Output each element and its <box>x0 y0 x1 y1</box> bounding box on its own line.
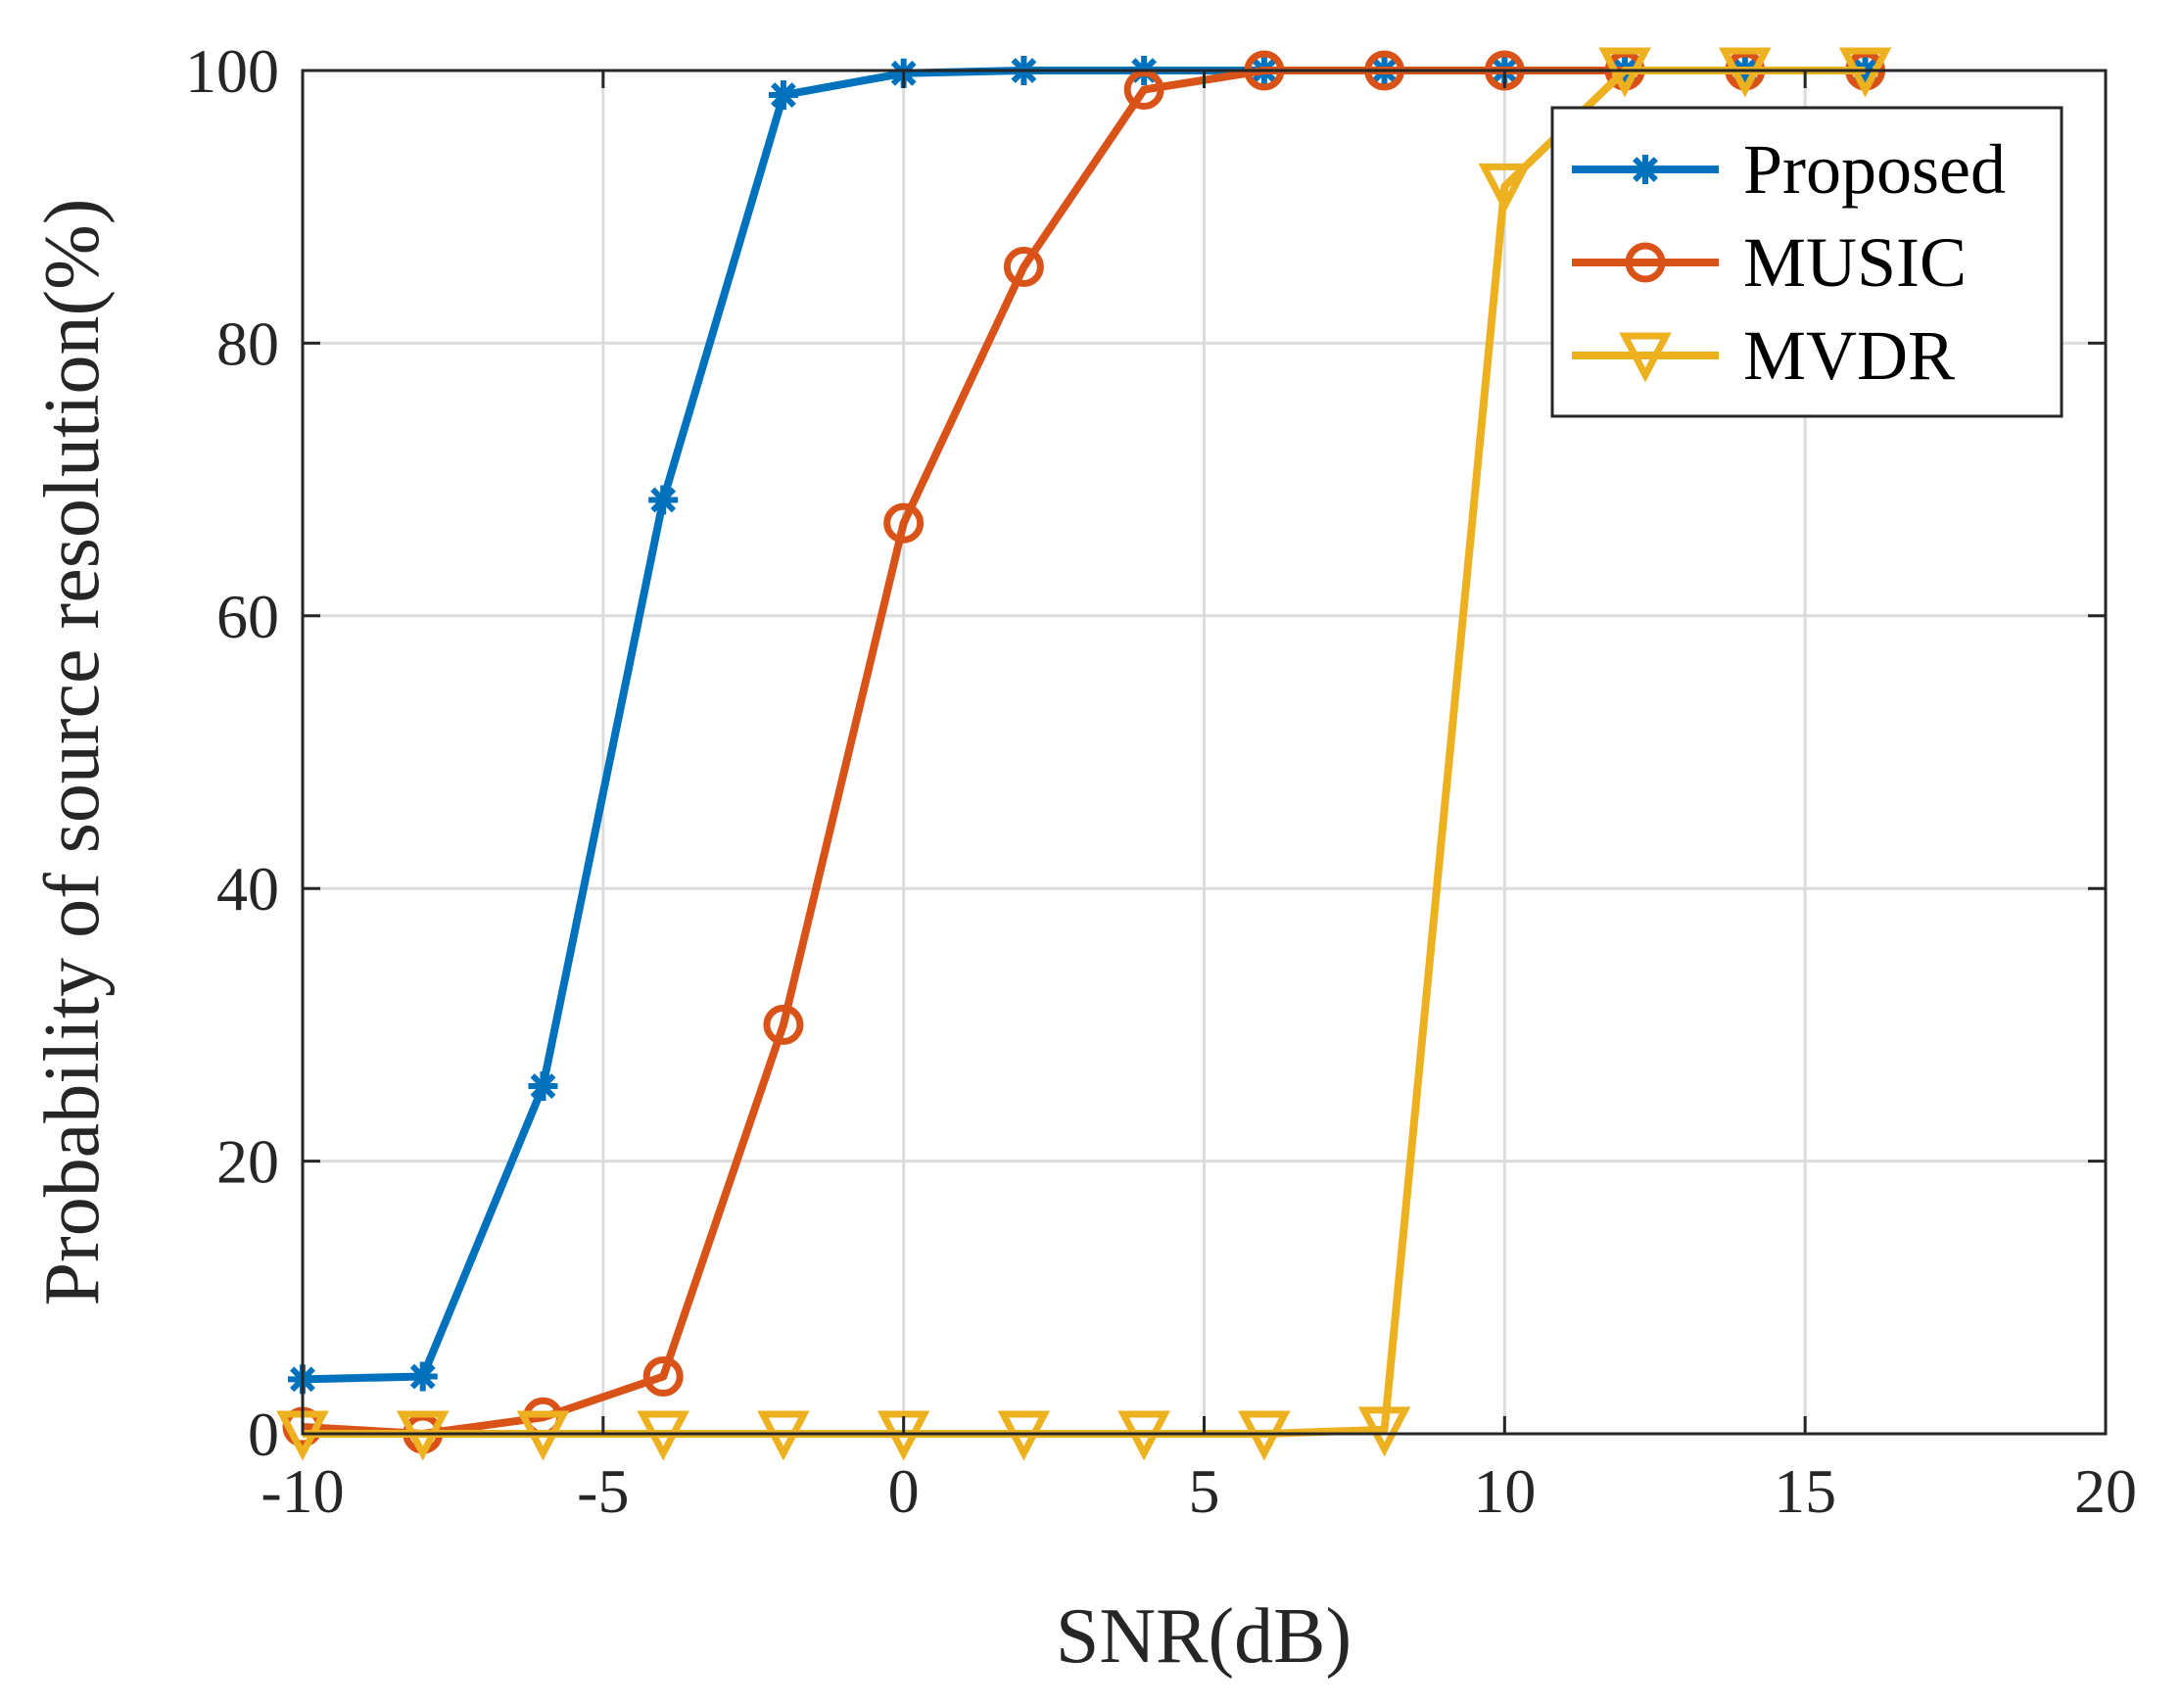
data-point-music <box>642 1356 684 1398</box>
y-tick-label: 20 <box>216 1127 279 1197</box>
x-axis-label: SNR(dB) <box>1056 1593 1352 1680</box>
data-point-mvdr <box>1478 163 1532 214</box>
x-tick-label: -5 <box>577 1456 629 1526</box>
data-point-proposed <box>648 485 679 515</box>
data-point-music <box>883 502 925 544</box>
x-tick-label: 0 <box>888 1456 920 1526</box>
y-tick-label: 0 <box>248 1400 279 1469</box>
x-tick-label: -10 <box>261 1456 344 1526</box>
legend-label: MVDR <box>1743 316 1955 395</box>
legend-marker-mvdr <box>1619 332 1672 383</box>
legend-label: Proposed <box>1743 130 2006 209</box>
legend-item-proposed: Proposed <box>1572 130 2006 209</box>
data-point-proposed <box>768 80 798 111</box>
data-point-mvdr <box>1357 1406 1411 1457</box>
ticks: -10 -5 0 5 10 15 20 0 20 40 60 80 100 <box>185 36 2137 1526</box>
data-point-music <box>763 1004 804 1045</box>
y-tick-label: 60 <box>216 582 279 651</box>
y-tick-label: 100 <box>185 36 279 106</box>
x-tick-label: 20 <box>2074 1456 2137 1526</box>
legend: Proposed MUSIC MVDR <box>1550 106 2063 418</box>
y-tick-label: 80 <box>216 308 279 378</box>
data-point-music <box>1123 69 1164 110</box>
x-tick-label: 5 <box>1189 1456 1220 1526</box>
legend-item-mvdr: MVDR <box>1572 316 1955 395</box>
x-tick-label: 10 <box>1473 1456 1536 1526</box>
data-point-proposed <box>407 1361 438 1392</box>
y-tick-label: 40 <box>216 854 279 924</box>
data-point-music <box>1003 246 1044 287</box>
legend-marker-proposed <box>1631 155 1660 184</box>
legend-item-music: MUSIC <box>1572 223 1967 302</box>
legend-marker-music <box>1625 242 1666 283</box>
legend-label: MUSIC <box>1743 223 1967 302</box>
x-tick-label: 15 <box>1774 1456 1836 1526</box>
y-axis-label: Probability of source resolution(%) <box>29 199 116 1306</box>
data-point-proposed <box>528 1071 558 1102</box>
